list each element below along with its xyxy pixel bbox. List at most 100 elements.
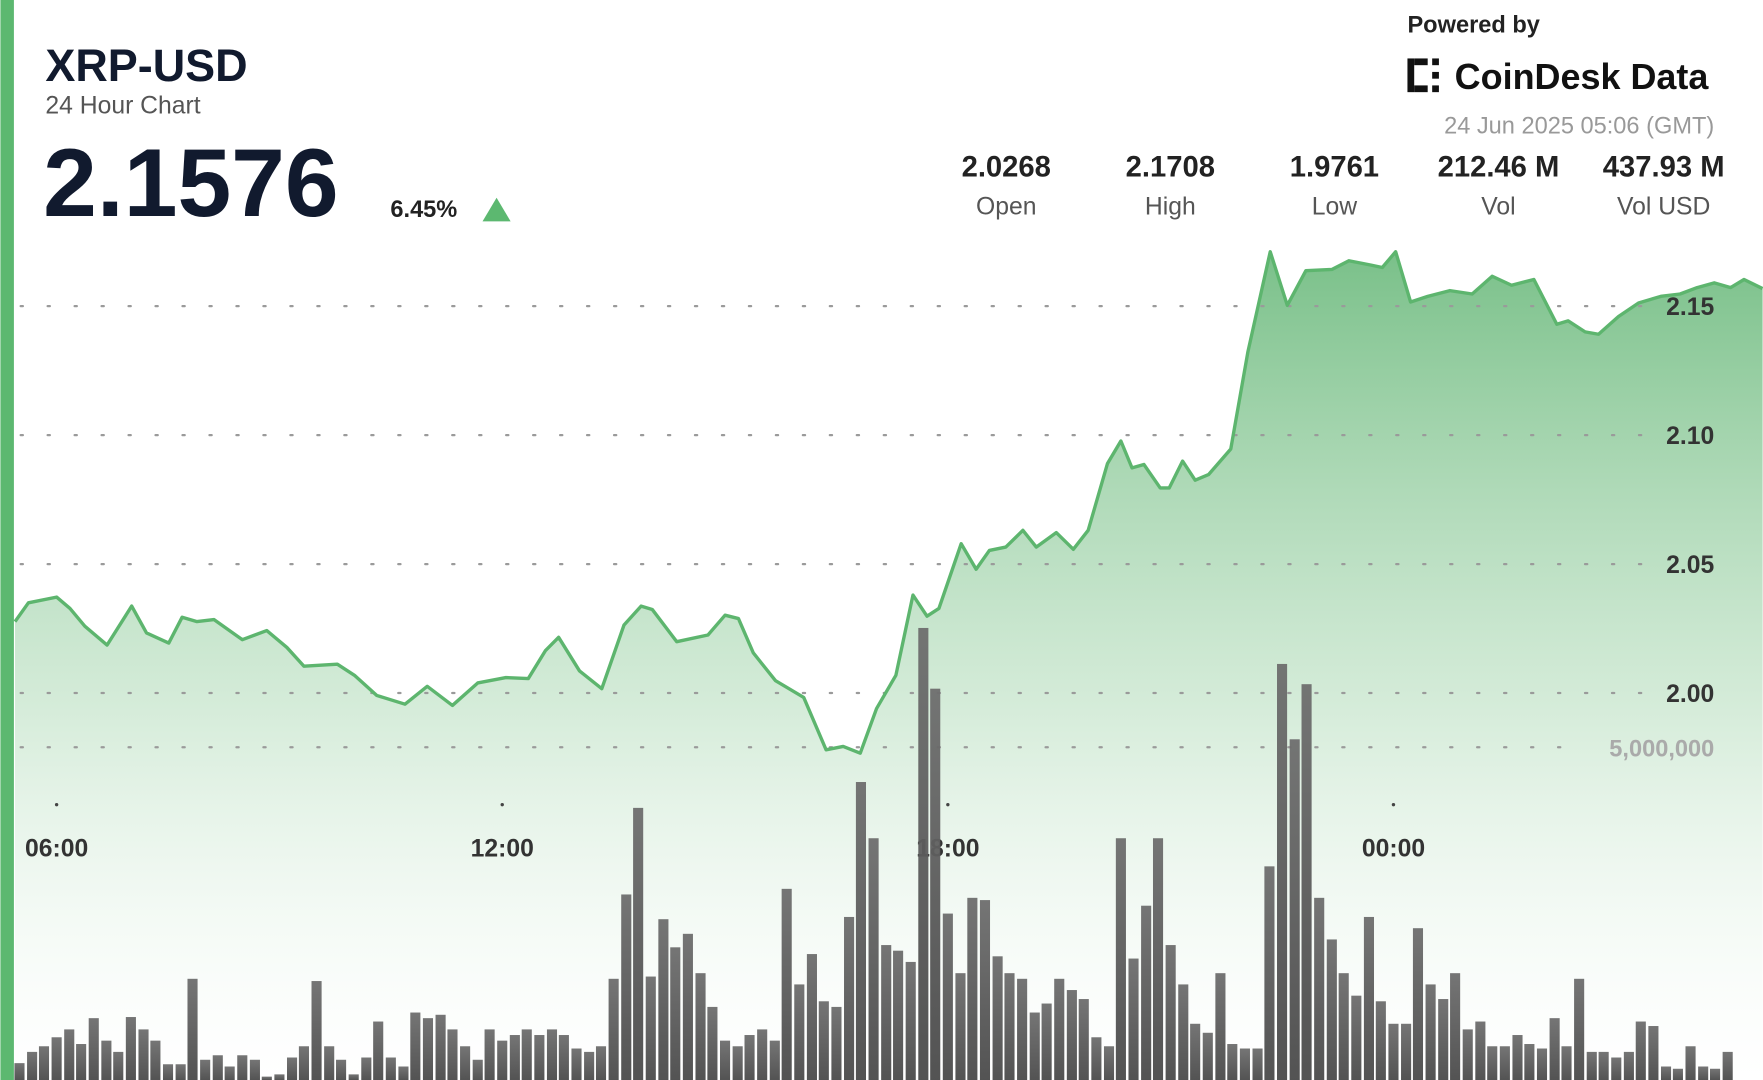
- up-arrow: [482, 197, 511, 222]
- change: 6.45%: [390, 197, 457, 223]
- volume-bar: [1178, 984, 1189, 1080]
- volume-bar: [509, 1035, 520, 1080]
- volume-bar: [38, 1046, 50, 1080]
- volume-bar: [1487, 1046, 1498, 1080]
- volume-bar: [435, 1014, 446, 1080]
- volume-bar: [1190, 1023, 1201, 1080]
- volume-bar: [361, 1057, 372, 1080]
- volume-bar: [287, 1057, 298, 1080]
- volume-bar: [261, 1076, 272, 1080]
- volume-bar: [818, 1001, 829, 1080]
- volume-bar: [237, 1055, 248, 1080]
- volume-bar: [76, 1044, 87, 1080]
- volume-bar: [1017, 978, 1028, 1080]
- volume-bar: [398, 1066, 409, 1080]
- volume-bar: [125, 1017, 136, 1080]
- volume-bar: [1338, 973, 1349, 1080]
- volume-bar: [1152, 838, 1164, 1080]
- volume-bar: [1066, 990, 1077, 1080]
- stat-label: Open: [976, 194, 1036, 221]
- volume-bar: [1536, 1048, 1548, 1080]
- volume-bar: [1091, 1037, 1102, 1080]
- price-area: [15, 251, 1763, 1080]
- volume-bar: [1326, 939, 1337, 1080]
- volume-bar: [905, 961, 916, 1080]
- volume-bar: [595, 1046, 607, 1080]
- stat-label: Low: [1312, 194, 1357, 221]
- stat-value: 1.9761: [1290, 151, 1379, 183]
- volume-bar: [621, 894, 632, 1080]
- volume-bar: [1598, 1051, 1609, 1080]
- volume-bar: [1363, 916, 1375, 1080]
- volume-bar: [955, 973, 966, 1080]
- volume-bar: [1277, 663, 1288, 1080]
- volume-bar: [51, 1037, 62, 1080]
- volume-bar: [584, 1051, 595, 1080]
- left-accent: [0, 0, 14, 1080]
- volume-bar: [1141, 905, 1152, 1080]
- volume-bar: [1165, 945, 1176, 1080]
- stat-value: 212.46 M: [1438, 151, 1560, 183]
- volume-bar: [1512, 1035, 1523, 1080]
- volume-bar: [1561, 1046, 1572, 1080]
- volume-bar: [1289, 739, 1300, 1080]
- volume-bar: [64, 1029, 75, 1080]
- volume-bar: [1660, 1066, 1672, 1080]
- volume-bar: [534, 1035, 545, 1080]
- volume-bar: [855, 782, 867, 1080]
- volume-bar: [658, 919, 669, 1080]
- volume-bar: [1698, 1066, 1709, 1080]
- volume-bar: [794, 984, 805, 1080]
- volume-bar: [1054, 978, 1065, 1080]
- volume-bar: [1524, 1044, 1535, 1080]
- volume-bar: [942, 913, 953, 1080]
- stats: 2.0268 Open 2.1708 High 1.9761 Low 212.46 M Vol…: [962, 151, 1725, 220]
- volume-bar: [881, 945, 892, 1080]
- stat-label: Vol: [1481, 194, 1515, 221]
- volume-bar: [1252, 1048, 1263, 1080]
- volume-bar: [150, 1040, 161, 1080]
- y-tick-label: 2.00: [1666, 681, 1714, 708]
- timestamp: 24 Jun 2025 05:06 (GMT): [1444, 114, 1714, 140]
- volume-bar: [1586, 1051, 1597, 1080]
- volume-bar: [113, 1051, 124, 1080]
- volume-bar: [1709, 1068, 1721, 1080]
- x-tick-label: 12:00: [471, 835, 534, 862]
- volume-bar: [101, 1040, 112, 1080]
- price: 2.1576: [43, 130, 339, 237]
- volume-bar: [633, 807, 644, 1080]
- volume-bar: [324, 1046, 335, 1080]
- volume-tick-label: 5,000,000: [1609, 736, 1714, 762]
- symbol: XRP-USD: [45, 40, 247, 91]
- volume-bar: [918, 627, 929, 1080]
- volume-bar: [1215, 973, 1226, 1080]
- y-tick-label: 2.15: [1666, 294, 1714, 321]
- volume-bar: [422, 1018, 434, 1080]
- volume-bar: [546, 1029, 558, 1080]
- volume-bar: [1685, 1046, 1696, 1080]
- x-tick-label: 00:00: [1362, 835, 1425, 862]
- volume-bar: [1648, 1026, 1659, 1080]
- volume-bar: [385, 1057, 396, 1080]
- volume-bar: [1611, 1057, 1622, 1080]
- volume-bar: [1499, 1046, 1510, 1080]
- volume-bar: [1722, 1051, 1733, 1080]
- volume-bar: [1401, 1023, 1412, 1080]
- volume-bar: [274, 1074, 285, 1080]
- volume-bar: [930, 688, 941, 1080]
- volume-bar: [868, 838, 879, 1080]
- volume-bar: [175, 1064, 186, 1080]
- volume-bar: [682, 933, 693, 1080]
- volume-bar: [670, 947, 681, 1080]
- brand-logo: [1407, 58, 1439, 93]
- volume-bar: [967, 897, 978, 1080]
- volume-bar: [472, 1059, 483, 1080]
- volume-bar: [497, 1040, 508, 1080]
- volume-bar: [224, 1066, 235, 1080]
- volume-bar: [200, 1059, 211, 1080]
- volume-bar: [1623, 1051, 1634, 1080]
- volume-bar: [558, 1035, 569, 1080]
- volume-bar: [1438, 999, 1449, 1080]
